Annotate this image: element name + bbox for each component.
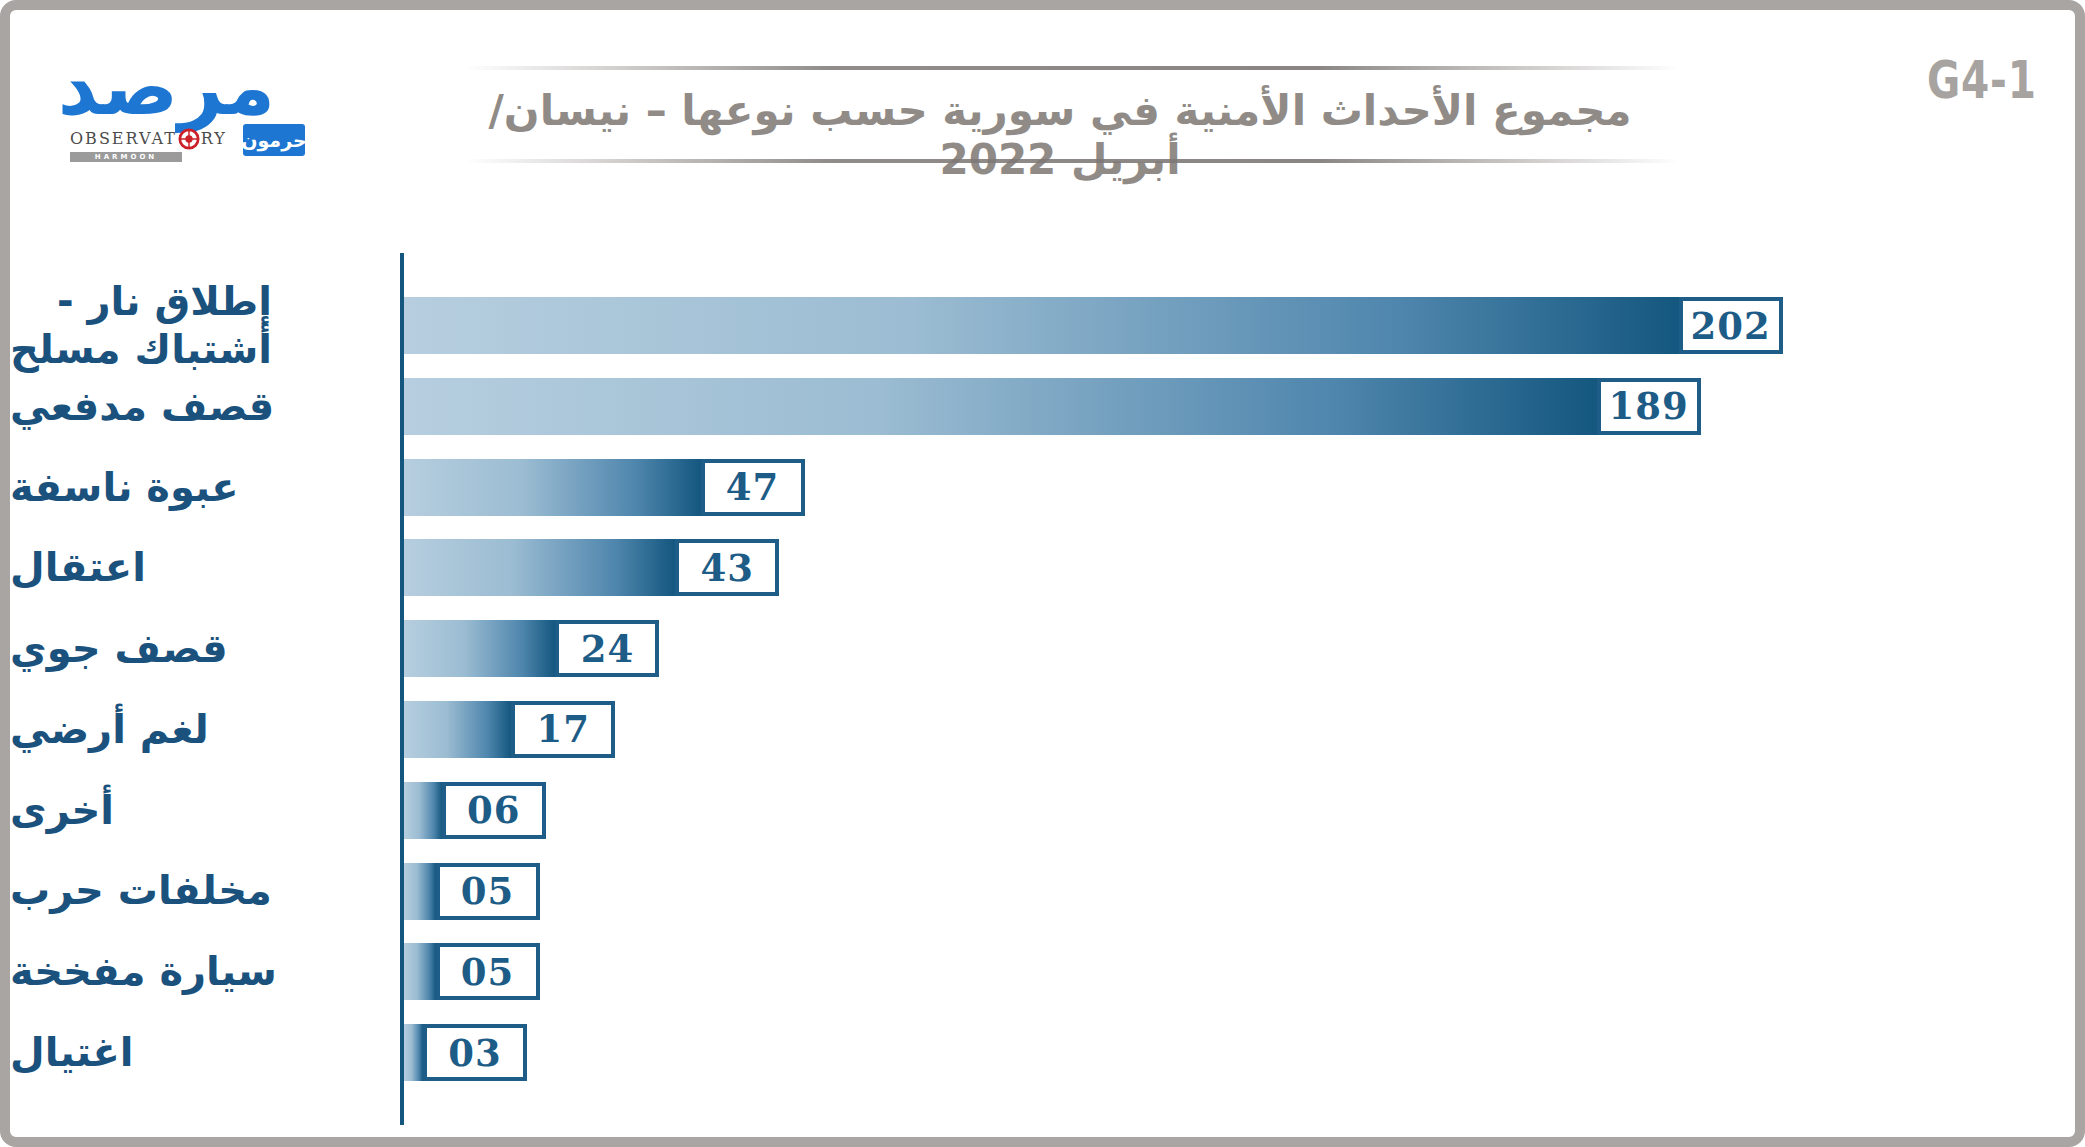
bar: [404, 863, 436, 920]
bar: [404, 459, 701, 516]
logo-observatory-text-left: OBSERVAT: [70, 129, 177, 148]
value-box: 24: [555, 620, 659, 677]
bar-row: قصف جوي 24: [10, 620, 2075, 677]
bar-row: اغتيال 03: [10, 1024, 2075, 1081]
bar: [404, 620, 555, 677]
value-box: 47: [701, 459, 805, 516]
value-box: 03: [423, 1024, 527, 1081]
logo-observatory-text-right: RY: [201, 129, 227, 148]
chart-title: مجموع الأحداث الأمنية في سورية حسب نوعها…: [430, 86, 1690, 184]
bar-row: إطلاق نار - أشتباك مسلح 202: [10, 297, 2075, 354]
value-box: 05: [436, 943, 540, 1000]
bar-row: لغم أرضي 17: [10, 701, 2075, 758]
bar-row: قصف مدفعي 189: [10, 378, 2075, 435]
figure-code-label: G4-1: [1927, 50, 2037, 110]
title-separator-top: [465, 66, 1680, 70]
chart-page: مرصد OBSERVAT RY HARMOON حرمون مجموع ا: [0, 0, 2085, 1147]
value-box: 202: [1679, 297, 1783, 354]
bar: [404, 943, 436, 1000]
value-box: 06: [442, 782, 546, 839]
bar-label: قصف مدفعي: [10, 378, 384, 435]
logo-bottom-row: OBSERVAT RY HARMOON حرمون: [70, 128, 275, 162]
bar-row: اعتقال 43: [10, 539, 2075, 596]
bar-row: أخرى 06: [10, 782, 2075, 839]
bar-row: سيارة مفخخة 05: [10, 943, 2075, 1000]
bar-label: أخرى: [10, 782, 384, 839]
bar: [404, 539, 675, 596]
value-box: 43: [675, 539, 779, 596]
bar-label: لغم أرضي: [10, 701, 384, 758]
bar: [404, 378, 1597, 435]
bar-label: اغتيال: [10, 1024, 384, 1081]
bar-label: اعتقال: [10, 539, 384, 596]
bar: [404, 782, 442, 839]
logo-harmoon-bar: HARMOON: [70, 152, 182, 162]
bar: [404, 1024, 423, 1081]
bar-row: عبوة ناسفة 47: [10, 459, 2075, 516]
value-box: 17: [511, 701, 615, 758]
logo-wordmark-arabic: مرصد: [70, 48, 275, 128]
logo-observatory-column: OBSERVAT RY HARMOON: [70, 128, 227, 162]
observatory-logo: مرصد OBSERVAT RY HARMOON حرمون: [70, 48, 275, 162]
bar-label: عبوة ناسفة: [10, 459, 384, 516]
bars-area: إطلاق نار - أشتباك مسلح 202 قصف مدفعي 18…: [10, 297, 2075, 1081]
value-box: 189: [1597, 378, 1701, 435]
title-separator-bottom: [465, 159, 1680, 163]
bar-label: إطلاق نار - أشتباك مسلح: [10, 297, 384, 354]
logo-observatory-line: OBSERVAT RY: [70, 128, 227, 150]
bar-label: قصف جوي: [10, 620, 384, 677]
value-box: 05: [436, 863, 540, 920]
bar: [404, 297, 1679, 354]
bar-label: سيارة مفخخة: [10, 943, 384, 1000]
bar: [404, 701, 511, 758]
bar-label: مخلفات حرب: [10, 863, 384, 920]
target-crosshair-icon: [178, 128, 200, 150]
bar-row: مخلفات حرب 05: [10, 863, 2075, 920]
logo-harmoon-badge-arabic: حرمون: [243, 124, 305, 156]
